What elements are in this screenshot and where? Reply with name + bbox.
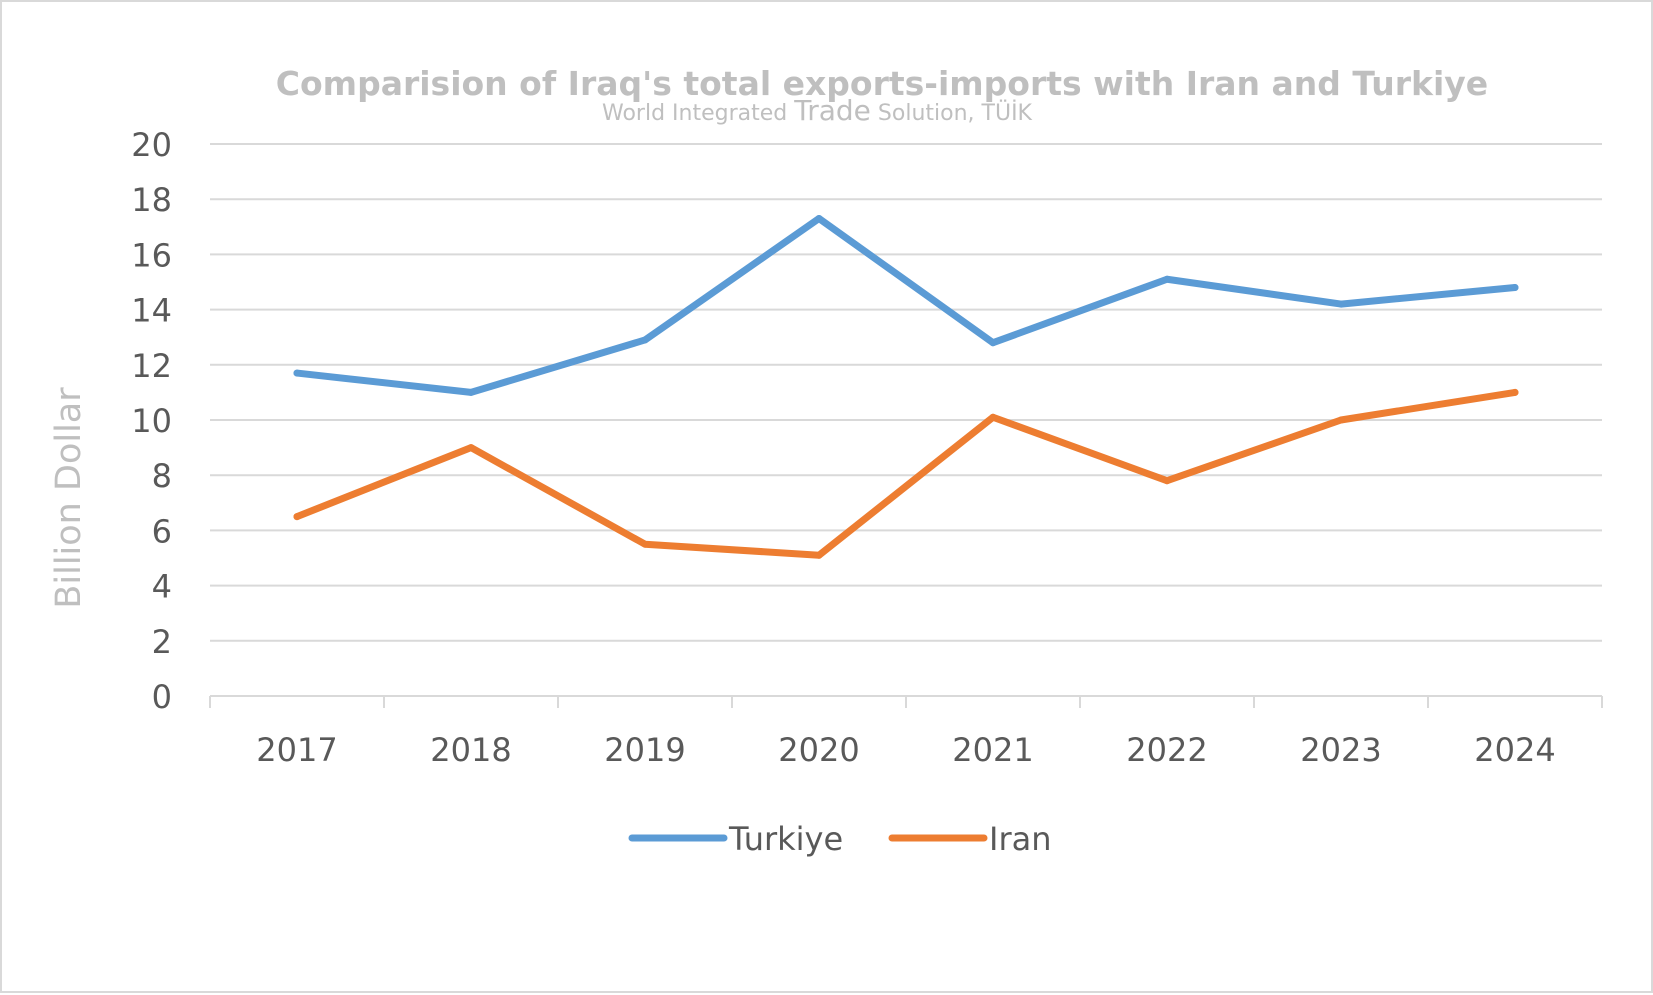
data-point-turkiye-2023 (1337, 300, 1345, 308)
data-point-turkiye-2021 (989, 339, 997, 347)
y-tick-label: 20 (131, 126, 172, 164)
x-tick-label-2020: 2020 (778, 731, 859, 769)
y-tick-label: 18 (131, 181, 172, 219)
data-point-turkiye-2017 (293, 369, 301, 377)
data-point-turkiye-2020 (815, 215, 823, 223)
data-point-iran-2019 (641, 540, 649, 548)
y-tick-label: 4 (152, 568, 172, 606)
x-tick-label-2018: 2018 (430, 731, 511, 769)
y-tick-label: 6 (152, 512, 172, 550)
y-tick-label: 0 (152, 678, 172, 716)
legend: Turkiye Iran (628, 820, 1051, 858)
x-tick-label-2021: 2021 (952, 731, 1033, 769)
y-axis-tick-labels: 0 2 4 6 8 10 12 14 16 18 20 (131, 126, 172, 716)
legend-label-iran: Iran (989, 820, 1051, 858)
y-tick-label: 2 (152, 623, 172, 661)
y-tick-label: 10 (131, 402, 172, 440)
data-point-turkiye-2022 (1163, 275, 1171, 283)
data-point-iran-2018 (467, 444, 475, 452)
data-point-iran-2022 (1163, 477, 1171, 485)
subtitle-source-emphasis: Trade (793, 94, 871, 127)
gridlines (210, 143, 1602, 642)
data-point-iran-2024 (1511, 388, 1519, 396)
x-tick-label-2017: 2017 (256, 731, 337, 769)
subtitle-source-start: World Integrated (602, 101, 794, 126)
data-point-iran-2017 (293, 513, 301, 521)
series-line-iran (293, 388, 1519, 559)
y-tick-label: 16 (131, 236, 172, 274)
legend-label-turkiye: Turkiye (728, 820, 843, 858)
x-axis-tick-labels: 2017 2018 2019 2020 2021 2022 2023 2024 (256, 731, 1555, 769)
x-tick-label-2023: 2023 (1300, 731, 1381, 769)
x-axis (209, 695, 1603, 708)
data-point-iran-2021 (989, 413, 997, 421)
chart-title: Comparision of Iraq's total exports-impo… (276, 64, 1488, 103)
x-tick-label-2024: 2024 (1474, 731, 1555, 769)
data-point-iran-2020 (815, 551, 823, 559)
y-tick-label: 8 (152, 457, 172, 495)
chart-subtitle: World Integrated Trade Solution, TÜİK (602, 94, 1033, 127)
series-line-turkiye (293, 215, 1519, 396)
data-point-iran-2023 (1337, 416, 1345, 424)
x-tick-label-2019: 2019 (604, 731, 685, 769)
data-point-turkiye-2024 (1511, 284, 1519, 292)
subtitle-source-end: Solution, TÜİK (871, 100, 1033, 126)
data-point-turkiye-2019 (641, 336, 649, 344)
data-point-turkiye-2018 (467, 388, 475, 396)
series-lines (293, 215, 1519, 559)
y-axis-title: Billion Dollar (49, 387, 89, 609)
y-tick-label: 12 (131, 347, 172, 385)
x-tick-label-2022: 2022 (1126, 731, 1207, 769)
y-tick-label: 14 (131, 292, 172, 330)
